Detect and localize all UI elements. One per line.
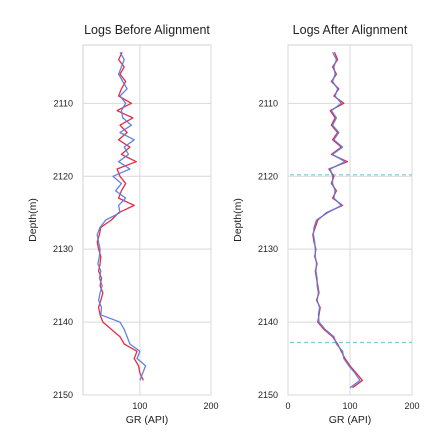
y-tick-label: 2130 (53, 244, 73, 254)
x-tick-label: 0 (285, 401, 290, 411)
chart-panel-2: 0 100 200 2110 2120 2130 2140 2150 Logs After Al… (232, 23, 420, 426)
x-tick-label: 100 (132, 401, 147, 411)
y-axis-label: Depth(m) (232, 198, 244, 242)
plot-area (82, 44, 212, 396)
chart-panel-1: 100 200 2110 2120 2130 2140 2150 Logs Before Al… (27, 23, 219, 426)
y-tick-label: 2150 (258, 390, 278, 400)
x-tick-label: 200 (404, 401, 419, 411)
gr-log-line (312, 51, 361, 389)
y-tick-label: 2130 (258, 244, 278, 254)
chart-title: Logs Before Alignment (84, 23, 210, 37)
x-tick-label: 200 (203, 401, 218, 411)
y-tick-label: 2140 (258, 317, 278, 327)
y-tick-label: 2120 (53, 171, 73, 181)
y-axis-label: Depth(m) (27, 198, 39, 242)
chart-title: Logs After Alignment (293, 23, 408, 37)
y-tick-label: 2110 (54, 98, 73, 108)
y-tick-label: 2140 (53, 317, 73, 327)
x-axis-label: GR (API) (329, 414, 372, 426)
x-tick-label: 100 (342, 401, 357, 411)
gr-log-line (96, 51, 147, 381)
y-tick-label: 2150 (53, 390, 73, 400)
x-axis-label: GR (API) (126, 414, 169, 426)
y-tick-label: 2110 (259, 98, 278, 108)
y-tick-label: 2120 (258, 171, 278, 181)
